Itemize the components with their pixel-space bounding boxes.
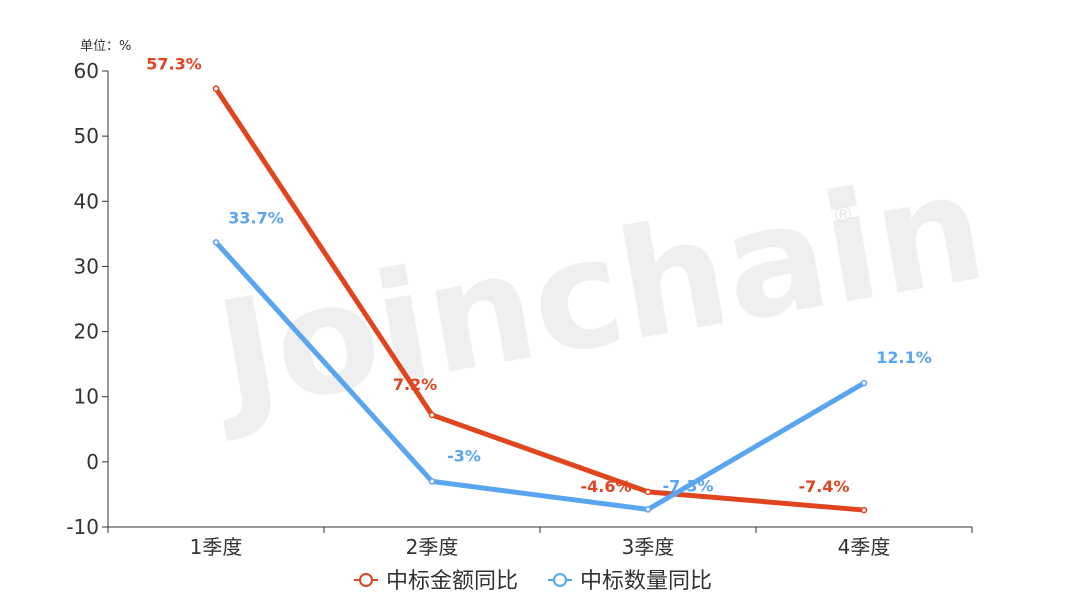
axes: 60 50 40 30 20 10 0 -10 1季度 2季度 3季度 4季度 xyxy=(66,59,973,559)
series-point[interactable] xyxy=(644,506,652,513)
x-tick-label: 3季度 xyxy=(622,535,675,559)
watermark-registered-mark: ® xyxy=(832,203,854,228)
series-point[interactable] xyxy=(860,379,868,387)
data-label: 57.3% xyxy=(146,55,202,74)
data-labels-layer: 57.3% 7.2% -4.6% -7.4% 33.7% -3% -7.3% 12.1% xyxy=(146,55,932,496)
legend-item-1[interactable]: 中标金额同比 xyxy=(354,569,518,594)
series-point[interactable] xyxy=(428,411,436,419)
data-label: -4.6% xyxy=(580,477,631,496)
y-tick-label: -10 xyxy=(66,515,99,539)
legend-label: 中标数量同比 xyxy=(580,569,712,594)
y-tick-label: 50 xyxy=(74,124,99,148)
series-point[interactable] xyxy=(644,488,652,496)
y-tick-label: 40 xyxy=(74,189,99,213)
data-label: 12.1% xyxy=(876,348,932,367)
unit-label: 单位：% xyxy=(80,39,131,54)
series-layer xyxy=(212,85,868,514)
x-tick-label: 2季度 xyxy=(406,535,459,559)
series-point[interactable] xyxy=(428,478,436,485)
series-line-1 xyxy=(213,86,867,513)
y-tick-label: 10 xyxy=(74,385,99,409)
legend[interactable]: 中标金额同比 中标数量同比 xyxy=(354,569,712,594)
legend-marker-icon xyxy=(359,573,373,587)
y-tick-label: 60 xyxy=(74,59,99,83)
x-tick-label: 4季度 xyxy=(838,535,891,559)
data-label: -7.4% xyxy=(798,477,849,496)
x-tick-label: 1季度 xyxy=(190,535,243,559)
y-tick-label: 20 xyxy=(74,320,99,344)
series-point[interactable] xyxy=(212,85,220,92)
data-label: 33.7% xyxy=(228,208,284,227)
legend-label: 中标金额同比 xyxy=(386,569,518,594)
y-tick-label: 30 xyxy=(74,254,99,278)
watermark: Joinchain xyxy=(197,140,997,447)
data-label: -7.3% xyxy=(662,476,713,495)
series-line-2 xyxy=(213,239,867,512)
watermark-text: Joinchain xyxy=(197,140,997,447)
series-point[interactable] xyxy=(860,506,868,514)
legend-marker-icon xyxy=(553,573,567,587)
data-label: 7.2% xyxy=(393,375,437,394)
y-tick-label: 0 xyxy=(86,450,99,474)
data-label: -3% xyxy=(447,446,481,465)
legend-item-2[interactable]: 中标数量同比 xyxy=(548,569,712,594)
series-point[interactable] xyxy=(212,239,220,246)
